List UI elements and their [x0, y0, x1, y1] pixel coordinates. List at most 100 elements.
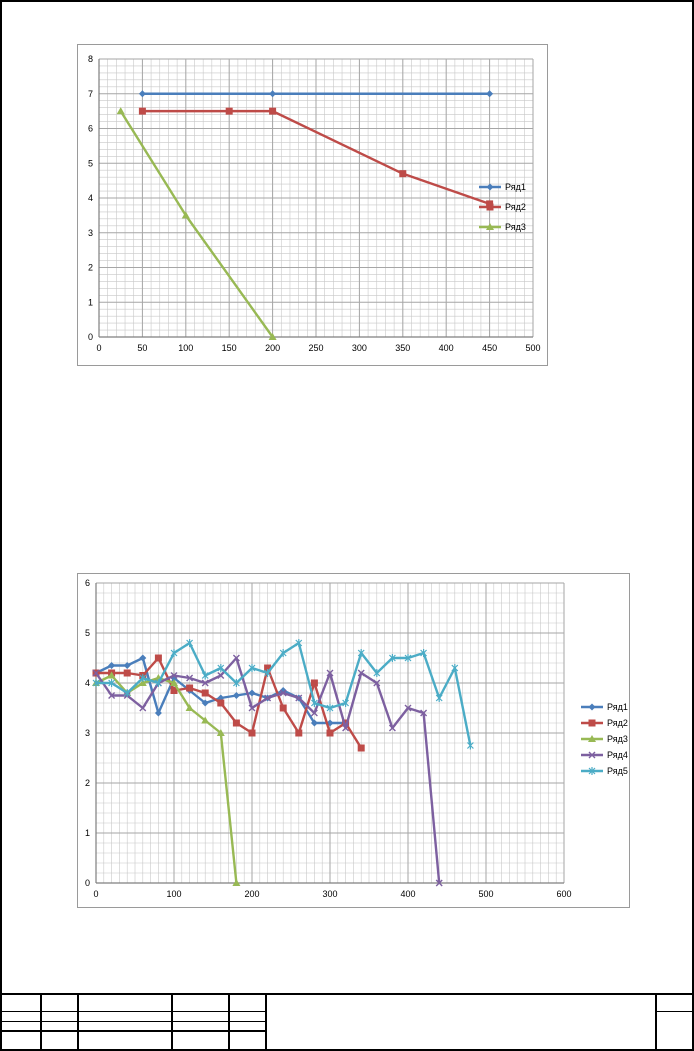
- chart2-data-point: [92, 679, 100, 687]
- chart2-y-tick-label: 3: [85, 728, 90, 738]
- chart2-x-tick-label: 0: [93, 889, 98, 899]
- chart1-x-tick-label: 500: [525, 343, 540, 353]
- chart2-data-point: [279, 687, 287, 694]
- chart2-legend-label: Ряд1: [607, 702, 628, 712]
- chart2-data-point: [170, 679, 178, 686]
- chart1-y-tick-label: 2: [88, 263, 93, 273]
- chart2-data-point: [326, 704, 334, 712]
- chart1-x-tick-label: 350: [395, 343, 410, 353]
- chart2-data-point: [232, 692, 240, 699]
- chart2-data-point: [186, 639, 194, 647]
- chart2-data-point: [248, 729, 256, 737]
- chart2-data-point: [217, 664, 225, 672]
- chart1-x-tick-label: 150: [222, 343, 237, 353]
- chart2-data-point: [232, 719, 240, 727]
- chart2-data-point: [342, 724, 350, 732]
- chart2-x-tick-label: 200: [244, 889, 259, 899]
- chart2-legend-label: Ряд4: [607, 750, 628, 760]
- chart2-data-point: [248, 664, 256, 672]
- chart2-data-point: [373, 669, 381, 677]
- chart1-x-tick-label: 100: [178, 343, 193, 353]
- chart2-data-point: [108, 692, 116, 699]
- chart2-data-point: [123, 689, 131, 697]
- chart2-x-tick-label: 500: [478, 889, 493, 899]
- chart2-data-point: [107, 671, 116, 679]
- chart2-data-point: [357, 649, 365, 657]
- chart2-data-point: [435, 694, 443, 702]
- chart2-data-point: [342, 699, 350, 707]
- chart2-data-point: [170, 687, 178, 694]
- chart2-data-point: [186, 674, 194, 682]
- chart2-data-point: [295, 639, 303, 647]
- chart2-legend-marker: [588, 735, 596, 742]
- title-block-col: [171, 993, 173, 1051]
- chart1-data-point: [181, 211, 190, 219]
- chart2-data-point: [248, 704, 256, 712]
- title-block-top-line: [0, 993, 694, 995]
- chart2-data-point: [264, 694, 272, 702]
- chart2-x-tick-label: 400: [400, 889, 415, 899]
- chart1-y-tick-label: 0: [88, 332, 93, 342]
- chart2-data-point: [217, 699, 225, 707]
- chart2-data-point: [326, 669, 334, 677]
- chart1-legend: Ряд1 Ряд2 Ряд3: [479, 182, 526, 232]
- chart1-x-tick-label: 450: [482, 343, 497, 353]
- chart1-series-3: [116, 107, 277, 340]
- chart2-x-tick-label: 300: [322, 889, 337, 899]
- title-block-rule: [0, 1030, 266, 1032]
- chart2-data-point: [451, 664, 459, 672]
- chart2-data-point: [388, 654, 396, 662]
- chart2-data-point: [310, 679, 318, 687]
- chart2-data-point: [201, 689, 209, 697]
- chart2-y-tick-label: 5: [85, 628, 90, 638]
- chart1-data-point: [138, 90, 146, 98]
- chart2-legend-label: Ряд5: [607, 766, 628, 776]
- chart1-series-1: [138, 90, 494, 98]
- chart1-y-tick-label: 3: [88, 228, 93, 238]
- chart2-data-point: [217, 672, 225, 679]
- chart1-data-point: [225, 107, 233, 115]
- chart1-series-line: [119, 110, 274, 338]
- chart2-data-point: [310, 719, 318, 727]
- chart2-data-point: [92, 669, 100, 677]
- chart2-data-point: [466, 741, 474, 750]
- chart2-legend-marker: [588, 703, 596, 711]
- chart1-y-tick-label: 4: [88, 193, 93, 203]
- chart2-data-point: [310, 709, 318, 717]
- chart1-major-grid: 0 50 100 150 200 250 300 350 400 450 500 0 1 2 3 4 5 6 7 8: [88, 54, 541, 353]
- chart2-series-1: [92, 654, 350, 727]
- chart2-data-point: [388, 724, 396, 732]
- chart2-y-tick-label: 4: [85, 678, 90, 688]
- chart2-series-4: [92, 654, 443, 887]
- chart2-data-point: [185, 704, 194, 711]
- chart2-y-tick-label: 0: [85, 878, 90, 888]
- title-block-rule: [0, 1021, 266, 1022]
- chart2-data-point: [404, 704, 412, 712]
- chart2-data-point: [310, 699, 318, 707]
- chart1-x-tick-label: 0: [96, 343, 101, 353]
- chart2-data-point: [201, 671, 209, 680]
- chart2-x-tick-label: 600: [556, 889, 571, 899]
- chart1-data-point: [268, 333, 277, 340]
- chart2-legend-marker: [588, 767, 596, 775]
- title-block-col: [40, 993, 42, 1051]
- chart1-y-tick-label: 7: [88, 89, 93, 99]
- chart2-series-5: [92, 639, 474, 750]
- chart2-data-point: [154, 654, 162, 662]
- chart2-x-tick-label: 100: [166, 889, 181, 899]
- chart2-data-point: [139, 654, 147, 662]
- chart1-x-tick-label: 400: [439, 343, 454, 353]
- chart2-data-point: [201, 699, 209, 707]
- chart2-legend-marker: [588, 751, 596, 759]
- chart2-data-point: [264, 669, 272, 677]
- chart2-data-point: [170, 649, 178, 657]
- title-block-col: [77, 993, 79, 1051]
- chart2-y-tick-label: 6: [85, 578, 90, 588]
- chart-1-svg: 0 50 100 150 200 250 300 350 400 450 500 0 1 2 3 4 5 6 7 8 Р…: [88, 54, 541, 353]
- chart2-data-point: [154, 679, 162, 687]
- chart2-data-point: [186, 684, 194, 692]
- title-block-rule: [0, 1011, 266, 1012]
- title-block-rule: [655, 1011, 694, 1012]
- drawing-title-block: [0, 993, 694, 1051]
